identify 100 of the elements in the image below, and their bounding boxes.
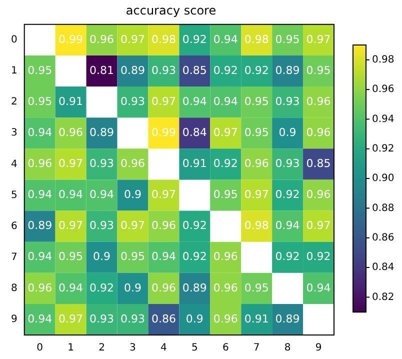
data-label: 0.92 — [182, 219, 207, 232]
data-label: 0.91 — [182, 157, 207, 170]
x-tick-label: 3 — [130, 342, 136, 354]
data-label: 0.96 — [120, 157, 145, 170]
data-label: 0.93 — [120, 94, 145, 108]
data-label: 0.92 — [213, 157, 238, 170]
data-label: 0.94 — [90, 188, 114, 202]
data-label: 0.94 — [151, 250, 176, 264]
x-tick-label: 2 — [98, 342, 105, 354]
color-bar-label: 0.94 — [372, 114, 394, 125]
data-label: 0.94 — [213, 32, 238, 46]
data-label: 0.98 — [151, 32, 176, 46]
y-tick-label: 8 — [10, 283, 18, 294]
y-tick-label: 3 — [10, 128, 18, 139]
data-label: 0.85 — [182, 64, 207, 77]
data-label: 0.97 — [151, 94, 176, 108]
y-tick-label: 7 — [10, 252, 18, 263]
data-label: 0.97 — [213, 126, 238, 139]
data-label: 0.95 — [244, 94, 269, 108]
data-label: 0.95 — [28, 94, 52, 108]
data-label: 0.97 — [244, 188, 269, 202]
y-tick-label: 2 — [10, 96, 18, 108]
data-label: 0.89 — [275, 312, 300, 326]
data-label: 0.96 — [213, 312, 238, 326]
data-label: 0.9 — [124, 188, 142, 202]
data-label: 0.97 — [58, 312, 84, 326]
data-label: 0.95 — [120, 250, 145, 264]
x-tick-label: 0 — [36, 342, 44, 354]
x-tick-label: 1 — [68, 342, 74, 354]
color-bar-label: 0.84 — [372, 262, 394, 274]
data-label: 0.96 — [28, 157, 52, 170]
color-bar-label: 0.88 — [372, 202, 394, 214]
data-label: 0.95 — [244, 281, 269, 294]
data-label: 0.97 — [306, 219, 331, 232]
data-label: 0.96 — [306, 188, 331, 202]
data-label: 0.91 — [58, 94, 84, 108]
y-tick-label: 6 — [10, 220, 18, 232]
data-label: 0.94 — [213, 94, 238, 108]
data-label: 0.93 — [90, 312, 114, 326]
data-label: 0.93 — [151, 64, 176, 77]
data-label: 0.97 — [151, 188, 176, 202]
data-label: 0.92 — [275, 250, 300, 264]
color-bar-label: 0.98 — [372, 54, 394, 66]
color-bar-label: 0.96 — [372, 84, 394, 96]
data-label: 0.93 — [90, 157, 114, 170]
color-bar-label: 0.92 — [372, 143, 394, 154]
data-label: 0.94 — [28, 126, 52, 139]
y-tick-label: 5 — [10, 190, 18, 201]
data-label: 0.98 — [244, 32, 269, 46]
data-label: 0.94 — [182, 94, 207, 108]
data-label: 0.9 — [93, 250, 111, 264]
data-label: 0.92 — [213, 64, 238, 77]
data-label: 0.89 — [28, 219, 52, 232]
data-label: 0.95 — [213, 188, 238, 202]
x-tick-label: 7 — [253, 342, 260, 354]
data-label: 0.97 — [120, 32, 145, 46]
data-label: 0.92 — [182, 32, 207, 46]
data-label: 0.94 — [306, 281, 331, 294]
data-label: 0.93 — [275, 157, 300, 170]
data-label: 0.94 — [28, 312, 52, 326]
y-tick-label: 4 — [10, 158, 18, 170]
x-tick-label: 6 — [222, 342, 229, 354]
data-label: 0.96 — [306, 126, 331, 139]
color-bar-label: 0.90 — [372, 173, 394, 184]
data-label: 0.81 — [90, 64, 114, 77]
data-label: 0.95 — [306, 64, 331, 77]
data-label: 0.89 — [90, 126, 114, 139]
color-bar-label: 0.86 — [372, 232, 394, 244]
data-label: 0.94 — [28, 188, 52, 202]
data-label: 0.89 — [182, 281, 207, 294]
data-label: 0.96 — [151, 281, 176, 294]
data-label: 0.89 — [120, 64, 145, 77]
data-label: 0.9 — [186, 312, 204, 326]
data-label: 0.92 — [182, 250, 207, 264]
data-label: 0.92 — [90, 281, 114, 294]
data-label: 0.86 — [151, 312, 176, 326]
data-label: 0.97 — [120, 219, 145, 232]
data-label: 0.95 — [28, 64, 52, 77]
data-label: 0.99 — [151, 126, 176, 139]
data-label: 0.85 — [306, 157, 331, 170]
data-label: 0.92 — [275, 188, 300, 202]
data-label: 0.93 — [120, 312, 145, 326]
color-bar-label: 0.82 — [372, 292, 394, 303]
y-tick-label: 9 — [10, 314, 18, 326]
data-label: 0.94 — [58, 281, 84, 294]
data-label: 0.97 — [58, 219, 84, 232]
data-label: 0.94 — [58, 188, 84, 202]
data-label: 0.93 — [90, 219, 114, 232]
data-label: 0.84 — [182, 126, 207, 139]
data-label: 0.96 — [90, 32, 114, 46]
data-label: 0.96 — [58, 126, 84, 139]
data-label: 0.96 — [28, 281, 52, 294]
data-label: 0.97 — [306, 32, 331, 46]
data-label: 0.96 — [244, 157, 269, 170]
data-label: 0.92 — [244, 64, 269, 77]
data-label: 0.95 — [244, 126, 269, 139]
data-label: 0.93 — [275, 94, 300, 108]
data-label: 0.96 — [306, 94, 331, 108]
x-tick-label: 8 — [284, 342, 291, 354]
data-label: 0.9 — [124, 281, 142, 294]
